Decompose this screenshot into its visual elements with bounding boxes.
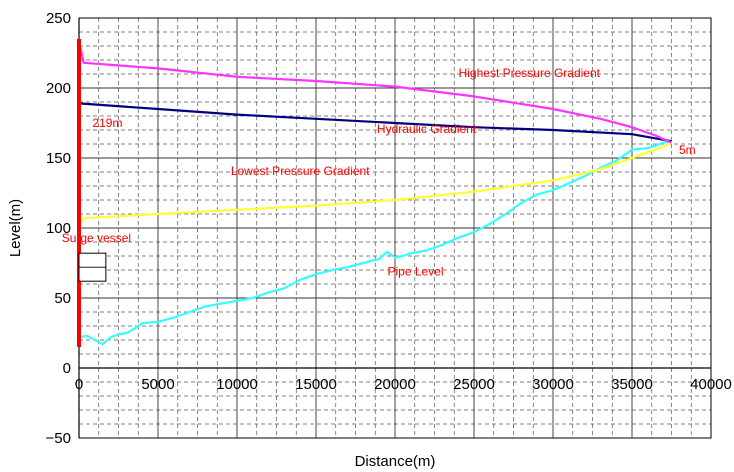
y-tick-label: 100	[46, 220, 71, 237]
y-tick-label: 150	[46, 150, 71, 167]
x-tick-label: 20000	[374, 376, 416, 393]
x-tick-label: 0	[75, 376, 83, 393]
x-tick-label: 10000	[216, 376, 258, 393]
y-tick-label: 50	[54, 290, 71, 307]
vessel-label: Surge vessel	[62, 231, 131, 245]
x-tick-label: 15000	[295, 376, 337, 393]
y-tick-label: 0	[63, 360, 71, 377]
highest-label: Highest Pressure Gradient	[459, 66, 601, 80]
x-tick-label: 35000	[611, 376, 653, 393]
hydraulic-label: Hydraulic Gradient	[377, 122, 477, 136]
y-tick-label: −50	[46, 430, 71, 447]
lowest-label: Lowest Pressure Gradient	[231, 164, 370, 178]
y-axis-label: Level(m)	[7, 199, 24, 257]
end-label: 5m	[679, 143, 696, 157]
y-tick-label: 250	[46, 10, 71, 27]
x-tick-label: 5000	[141, 376, 174, 393]
x-axis-label: Distance(m)	[355, 453, 436, 470]
y-tick-label: 200	[46, 80, 71, 97]
grid	[79, 18, 711, 438]
x-tick-label: 30000	[532, 376, 574, 393]
x-tick-label: 40000	[690, 376, 732, 393]
tick-labels: 0 5000 10000 15000 20000 25000 30000 35000 40000…	[46, 10, 732, 447]
x-tick-label: 25000	[453, 376, 495, 393]
pipe-label: Pipe Level	[388, 265, 444, 279]
top-label: 219m	[92, 116, 122, 130]
